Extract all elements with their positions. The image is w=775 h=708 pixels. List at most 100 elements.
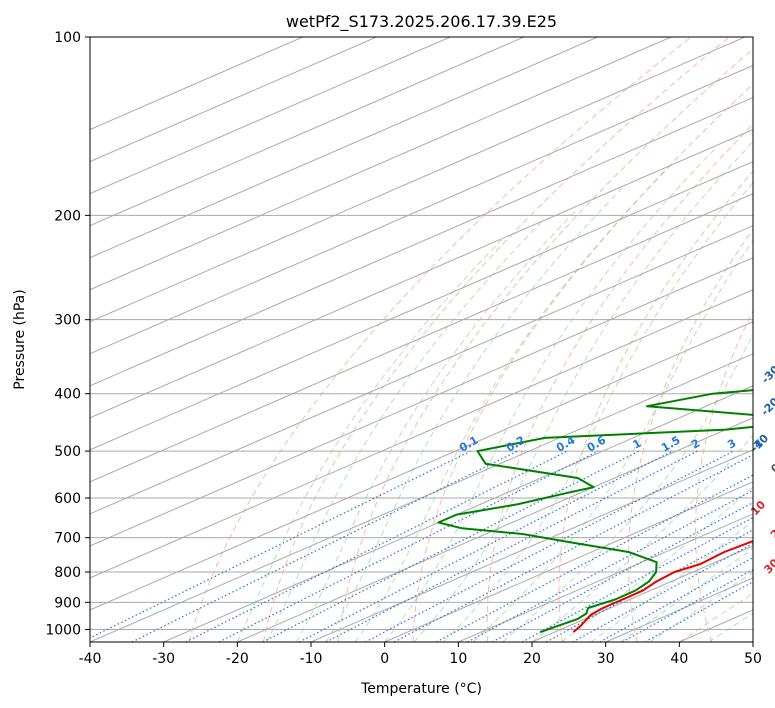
isotherm-line	[90, 37, 746, 323]
series-layer	[437, 389, 753, 633]
x-tick-label: -40	[79, 651, 102, 667]
isotherm-line	[163, 385, 753, 642]
x-tick-label: -10	[300, 651, 323, 667]
isotherm-label: 20	[768, 521, 775, 541]
isotherm-line	[752, 641, 753, 642]
mixing-ratio-line	[644, 581, 753, 642]
isotherm-line	[90, 96, 753, 387]
x-axis-title: Temperature (°C)	[360, 681, 482, 697]
mixing-ratio-line	[436, 474, 753, 642]
isotherm-line	[310, 449, 753, 642]
moist-adiabat-line	[354, 165, 671, 642]
mixing-ratio-label: 3	[725, 437, 738, 452]
isotherm-line	[90, 193, 753, 483]
temperature-profile-line	[572, 540, 753, 633]
x-tick-label: -20	[226, 651, 249, 667]
dry-adiabat-line	[412, 83, 753, 642]
dry-adiabat-line	[558, 170, 753, 642]
isotherm-line	[90, 161, 753, 451]
isotherm-line	[90, 257, 753, 547]
dry-adiabat-line	[337, 48, 753, 642]
isotherm-label: 40	[771, 584, 775, 604]
y-tick-label: 700	[54, 531, 81, 547]
mixing-ratio-label: 2	[689, 437, 702, 452]
chart-title: wetPf2_S173.2025.206.17.39.E25	[286, 12, 557, 32]
mixing-ratio-line	[298, 450, 673, 642]
x-tick-label: 40	[670, 651, 688, 667]
moist-adiabat-line	[502, 333, 753, 642]
isotherm-line	[90, 225, 753, 515]
y-tick-label: 300	[54, 313, 81, 329]
y-tick-label: 800	[54, 565, 81, 581]
isotherm-line	[90, 37, 672, 291]
moist-adiabat-line	[325, 187, 623, 642]
mixing-ratio-line	[622, 568, 753, 642]
mixing-ratio-line	[572, 542, 753, 642]
moist-adiabat-line	[649, 571, 753, 642]
isotherm-line	[90, 37, 525, 227]
y-tick-label: 1000	[45, 622, 81, 638]
isotherm-line	[90, 128, 753, 419]
background-lines	[90, 37, 775, 642]
isotherm-line	[90, 321, 753, 611]
y-tick-label: 400	[54, 387, 81, 403]
axis-ticks: -40 -30 -20 -10 0 10 20 30 40 50 100 200 300 400 500 60…	[45, 30, 762, 667]
moist-adiabat-line	[443, 181, 753, 642]
x-tick-label: 10	[449, 651, 467, 667]
mixing-ratio-line	[393, 454, 753, 642]
y-tick-label: 600	[54, 491, 81, 507]
mixing-ratio-line	[365, 450, 734, 642]
mixing-ratio-line	[467, 489, 753, 642]
isotherm-line	[237, 417, 753, 642]
plot-frame	[89, 36, 754, 643]
mixing-ratio-line	[546, 529, 753, 642]
moist-adiabat-line	[295, 208, 578, 642]
x-tick-label: 50	[744, 651, 762, 667]
isotherm-line	[90, 37, 598, 259]
x-tick-label: 20	[523, 651, 541, 667]
moist-adiabat-line	[531, 434, 753, 642]
line-labels: 0.10.20.40.611.52346810131620253036-100-…	[457, 363, 775, 604]
mixing-ratio-label: 1	[631, 437, 644, 452]
dry-adiabat-line	[263, 37, 730, 642]
mixing-ratio-line	[131, 450, 518, 642]
mixing-ratio-line	[492, 501, 753, 642]
y-tick-label: 900	[54, 595, 81, 611]
isotherm-label: 30	[762, 556, 775, 576]
isotherm-line	[90, 353, 753, 642]
moist-adiabat-line	[236, 239, 502, 642]
x-tick-label: 30	[597, 651, 615, 667]
moist-adiabat-line	[413, 141, 753, 642]
mixing-ratio-line	[185, 450, 568, 642]
dewpoint-profile-line	[437, 389, 753, 633]
isotherm-label: -30	[759, 363, 775, 386]
y-axis-title: Pressure (hPa)	[12, 289, 28, 389]
y-tick-label: 500	[54, 444, 81, 460]
isotherm-line	[458, 513, 753, 642]
mixing-ratio-line	[262, 450, 640, 642]
mixing-ratio-line	[218, 450, 599, 642]
dry-adiabat-line	[695, 309, 753, 642]
dry-adiabat-line	[627, 228, 753, 642]
isotherm-label: -20	[758, 395, 775, 418]
isotherm-line	[384, 481, 753, 642]
x-tick-label: 0	[380, 651, 389, 667]
moist-adiabat-line	[266, 221, 542, 642]
isotherm-line	[90, 37, 451, 195]
y-tick-label: 200	[54, 208, 81, 224]
x-tick-label: -30	[152, 651, 175, 667]
isotherm-line	[90, 289, 753, 579]
isotherm-line	[90, 37, 377, 163]
moist-adiabat-line	[620, 547, 753, 642]
isotherm-label: 0	[768, 461, 775, 476]
isotherm-line	[90, 64, 753, 355]
mixing-ratio-line	[521, 516, 753, 642]
dry-adiabat-line	[761, 37, 775, 642]
moist-adiabat-line	[472, 239, 753, 642]
dry-adiabat-line	[486, 123, 753, 642]
mixing-ratio-line	[599, 556, 753, 642]
mixing-ratio-line	[90, 450, 471, 639]
moist-adiabat-line	[590, 520, 753, 642]
y-tick-label: 100	[54, 30, 81, 46]
